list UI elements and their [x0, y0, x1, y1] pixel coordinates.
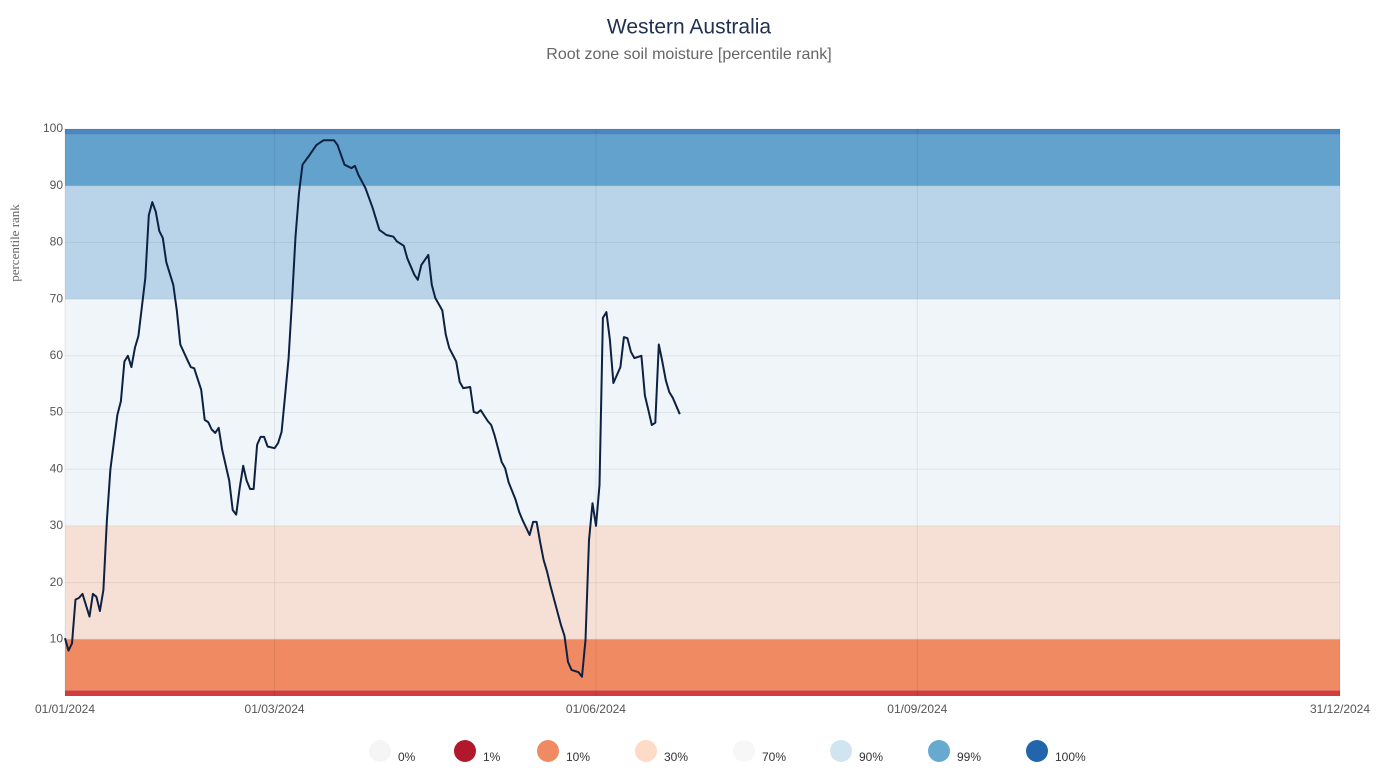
y-tick-label: 10	[50, 631, 64, 645]
y-tick-label: 50	[50, 405, 64, 419]
y-tick-label: 70	[50, 291, 64, 305]
band	[65, 129, 1340, 135]
band	[65, 134, 1340, 186]
band	[65, 299, 1340, 526]
y-tick-label: 80	[50, 235, 64, 249]
legend-swatch	[830, 740, 852, 762]
y-tick-label: 20	[50, 575, 64, 589]
x-tick-label: 01/06/2024	[566, 702, 626, 716]
legend-swatch	[537, 740, 559, 762]
legend-label: 90%	[859, 750, 883, 764]
band	[65, 185, 1340, 300]
legend-swatch	[635, 740, 657, 762]
y-tick-label: 60	[50, 348, 64, 362]
line	[64, 139, 681, 678]
legend-swatch	[369, 740, 391, 762]
legend-swatch	[454, 740, 476, 762]
chart-title: Western Australia	[607, 16, 772, 39]
x-tick-label: 31/12/2024	[1310, 702, 1370, 716]
legend-label: 10%	[566, 750, 590, 764]
legend-swatch	[928, 740, 950, 762]
y-tick-label: 30	[50, 518, 64, 532]
legend-label: 99%	[957, 750, 981, 764]
legend-label: 0%	[398, 750, 416, 764]
legend-label: 30%	[664, 750, 688, 764]
legend-label: 100%	[1055, 750, 1086, 764]
band	[65, 639, 1340, 691]
legend-label: 1%	[483, 750, 501, 764]
legend-label: 70%	[762, 750, 786, 764]
x-tick-label: 01/03/2024	[245, 702, 305, 716]
x-tick-label: 01/09/2024	[887, 702, 947, 716]
y-tick-label: 100	[43, 121, 63, 135]
chart-subtitle: Root zone soil moisture [percentile rank…	[546, 46, 831, 63]
y-axis-label: percentile rank	[7, 204, 22, 282]
band	[65, 690, 1340, 696]
legend-swatch	[733, 740, 755, 762]
band	[65, 525, 1340, 640]
x-tick-label: 01/01/2024	[35, 702, 95, 716]
legend-swatch	[1026, 740, 1048, 762]
y-tick-label: 40	[50, 461, 64, 475]
y-tick-label: 90	[50, 178, 64, 192]
